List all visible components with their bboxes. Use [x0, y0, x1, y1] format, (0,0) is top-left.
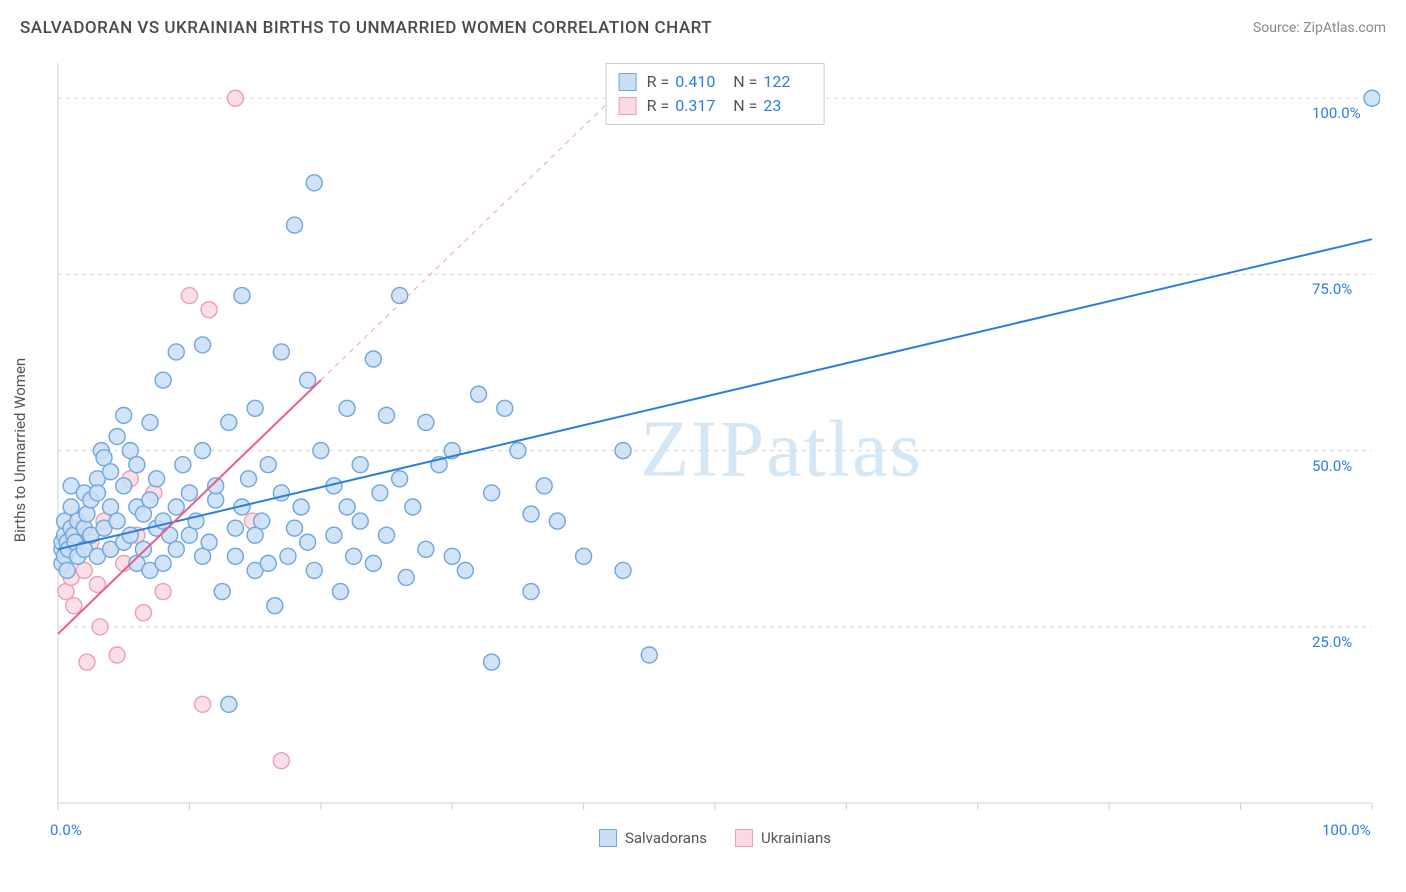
legend-swatch-icon: [619, 73, 637, 91]
chart-area: Births to Unmarried Women ZIPatlas R = 0…: [50, 55, 1380, 845]
r-value: 0.410: [675, 70, 723, 94]
legend-series-item: Salvadorans: [599, 829, 707, 847]
source-label: Source: ZipAtlas.com: [1253, 20, 1386, 36]
axis-tick-label: 100.0%: [1322, 821, 1371, 839]
scatter-plot: [50, 55, 1380, 845]
axis-tick-label: 100.0%: [1312, 104, 1361, 122]
r-value: 0.317: [675, 94, 723, 118]
n-label: N =: [733, 70, 757, 94]
legend-series-label: Salvadorans: [625, 829, 707, 847]
y-axis-label: Births to Unmarried Women: [11, 358, 29, 542]
n-value: 23: [763, 94, 811, 118]
axis-tick-label: 75.0%: [1312, 280, 1352, 298]
legend-swatch-icon: [599, 829, 617, 847]
chart-title: SALVADORAN VS UKRAINIAN BIRTHS TO UNMARR…: [20, 18, 712, 38]
legend-correlation: R = 0.410 N = 122 R = 0.317 N = 23: [606, 63, 825, 125]
n-label: N =: [733, 94, 757, 118]
r-label: R =: [647, 94, 670, 118]
legend-correlation-row: R = 0.317 N = 23: [619, 94, 812, 118]
legend-series-item: Ukrainians: [735, 829, 831, 847]
axis-tick-label: 0.0%: [50, 821, 82, 839]
legend-series-label: Ukrainians: [761, 829, 831, 847]
axis-tick-label: 50.0%: [1312, 457, 1352, 475]
legend-correlation-row: R = 0.410 N = 122: [619, 70, 812, 94]
legend-swatch-icon: [619, 97, 637, 115]
r-label: R =: [647, 70, 670, 94]
legend-series: Salvadorans Ukrainians: [599, 829, 831, 847]
axis-tick-label: 25.0%: [1312, 633, 1352, 651]
n-value: 122: [763, 70, 811, 94]
legend-swatch-icon: [735, 829, 753, 847]
